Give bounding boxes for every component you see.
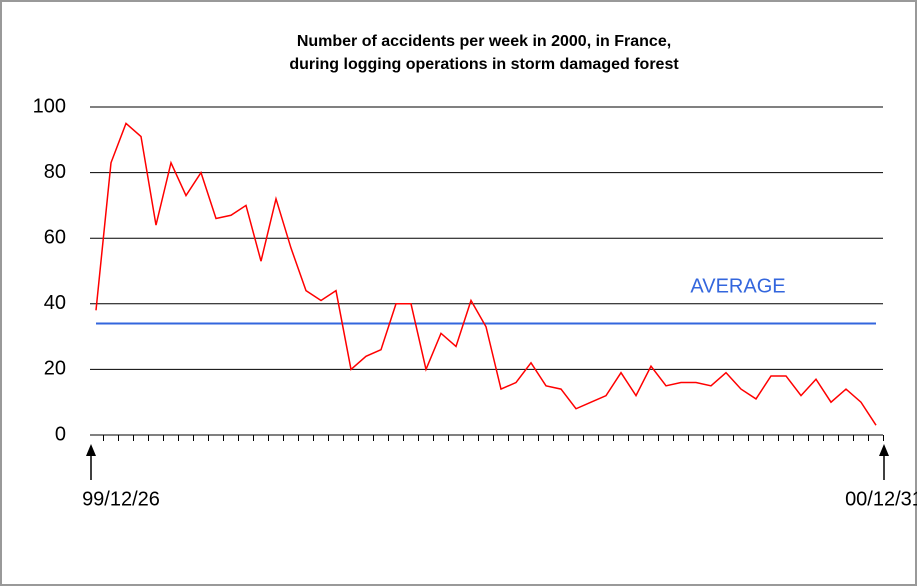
arrow-head <box>86 444 96 456</box>
chart-title: Number of accidents per week in 2000, in… <box>297 33 671 50</box>
y-tick-label: 100 <box>33 95 66 117</box>
y-tick-label: 80 <box>44 161 66 183</box>
x-tick-label: 99/12/26 <box>82 488 160 510</box>
y-tick-label: 20 <box>44 358 66 380</box>
chart-title: during logging operations in storm damag… <box>289 56 679 73</box>
y-tick-label: 60 <box>44 226 66 248</box>
average-label: AVERAGE <box>690 275 785 297</box>
arrow-head <box>879 444 889 456</box>
x-tick-label: 00/12/31 <box>845 488 917 510</box>
y-tick-label: 40 <box>44 292 66 314</box>
data-line <box>95 122 877 426</box>
y-tick-label: 0 <box>55 423 66 445</box>
